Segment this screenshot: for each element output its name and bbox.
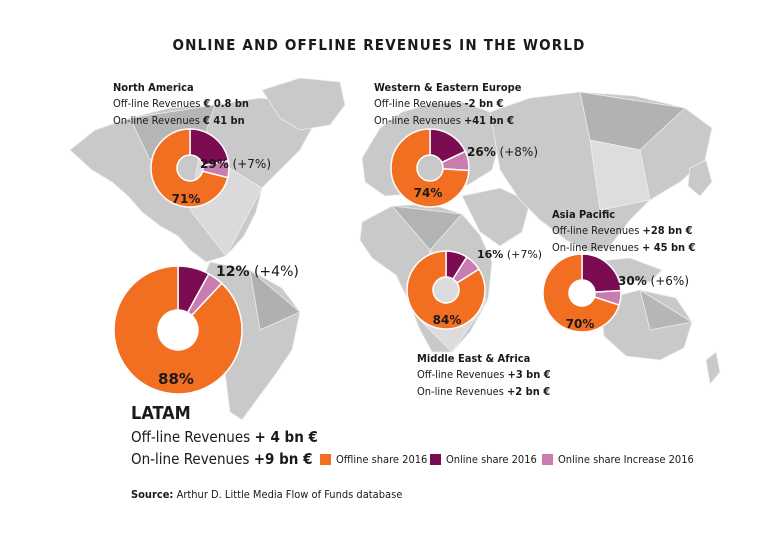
offline-pct-label: 71%: [172, 192, 201, 206]
offline-value: € 0.8 bn: [203, 97, 249, 110]
offline-pct-label: 74%: [414, 186, 443, 200]
region-asia-pacific: Asia Pacific Off-line Revenues +28 bn € …: [552, 208, 695, 256]
online-revenues: On-line Revenues +41 bn €: [374, 114, 514, 127]
online-value: € 41 bn: [203, 114, 245, 127]
online-value: +2 bn €: [507, 385, 551, 398]
legend-offline: Offline share 2016: [320, 453, 427, 466]
increase-pct-label: (+7%): [229, 157, 271, 171]
increase-pct-label: (+7%): [503, 248, 542, 261]
online-revenues: On-line Revenues +9 bn €: [131, 450, 313, 468]
offline-value: +3 bn €: [507, 368, 551, 381]
region-name: Western & Eastern Europe: [374, 81, 522, 94]
online-revenues: On-line Revenues € 41 bn: [113, 114, 245, 127]
online-pct-label: 30% (+6%): [618, 274, 689, 288]
region-middle-east-africa: Middle East & Africa Off-line Revenues +…: [417, 352, 551, 400]
page-title: ONLINE AND OFFLINE REVENUES IN THE WORLD: [172, 36, 586, 54]
map-japan: [687, 159, 713, 197]
region-name: Middle East & Africa: [417, 352, 531, 365]
online-pct-label: 26% (+8%): [467, 145, 538, 159]
offline-pct-label: 70%: [566, 317, 595, 331]
map-middle-east: [461, 187, 531, 247]
pie-slice-offline: [390, 128, 470, 208]
source-note: Source: Arthur D. Little Media Flow of F…: [131, 488, 403, 501]
online-value: + 45 bn €: [642, 241, 696, 254]
legend-swatch-increase: [542, 454, 553, 465]
map-greenland: [261, 77, 346, 131]
legend-swatch-offline: [320, 454, 331, 465]
offline-revenues: Off-line Revenues + 4 bn €: [131, 428, 318, 446]
map-asia-facet: [589, 139, 651, 211]
online-pct-label: 12% (+4%): [216, 264, 299, 280]
legend-label: Online share 2016: [446, 453, 537, 466]
increase-pct-label: (+4%): [250, 264, 299, 280]
pie-slice-online: [581, 253, 622, 293]
online-revenues: On-line Revenues +2 bn €: [417, 385, 551, 398]
region-europe: Western & Eastern Europe Off-line Revenu…: [374, 81, 521, 129]
map-africa-facet: [391, 205, 463, 251]
region-latam: LATAM Off-line Revenues + 4 bn € On-line…: [131, 402, 318, 470]
offline-pct-label: 88%: [158, 370, 194, 388]
legend-label: Offline share 2016: [336, 453, 428, 466]
region-name: LATAM: [131, 403, 191, 424]
map-south-america-facet: [249, 268, 301, 331]
pie-slice-offline: [406, 250, 486, 330]
online-pct-label: 16% (+7%): [477, 248, 542, 261]
region-name: Asia Pacific: [552, 208, 616, 221]
offline-value: -2 bn €: [464, 97, 504, 110]
legend-label: Online share Increase 2016: [558, 453, 694, 466]
offline-value: +28 bn €: [642, 224, 693, 237]
pie-slice-offline: [113, 265, 243, 395]
offline-revenues: Off-line Revenues -2 bn €: [374, 97, 504, 110]
online-pct-label: 29% (+7%): [200, 157, 271, 171]
pie-slice-offline: [542, 253, 621, 333]
online-revenues: On-line Revenues + 45 bn €: [552, 241, 696, 254]
increase-pct-label: (+8%): [496, 145, 538, 159]
region-north-america: North America Off-line Revenues € 0.8 bn…: [113, 81, 249, 129]
legend-online: Online share 2016: [430, 453, 537, 466]
map-australia-facet: [639, 289, 694, 331]
legend-increase: Online share Increase 2016: [542, 453, 694, 466]
offline-revenues: Off-line Revenues € 0.8 bn: [113, 97, 249, 110]
map-new-zealand: [705, 351, 721, 385]
legend-swatch-online: [430, 454, 441, 465]
pie-slice-offline: [150, 128, 229, 208]
online-value: +9 bn €: [253, 450, 313, 468]
offline-value: + 4 bn €: [254, 428, 318, 446]
pie-slice-online: [189, 128, 230, 167]
offline-revenues: Off-line Revenues +3 bn €: [417, 368, 551, 381]
offline-pct-label: 84%: [433, 313, 462, 327]
map-north-america: [69, 97, 313, 263]
online-value: +41 bn €: [464, 114, 514, 127]
source-text: Arthur D. Little Media Flow of Funds dat…: [176, 488, 403, 501]
increase-pct-label: (+6%): [647, 274, 689, 288]
region-name: North America: [113, 81, 194, 94]
offline-revenues: Off-line Revenues +28 bn €: [552, 224, 693, 237]
